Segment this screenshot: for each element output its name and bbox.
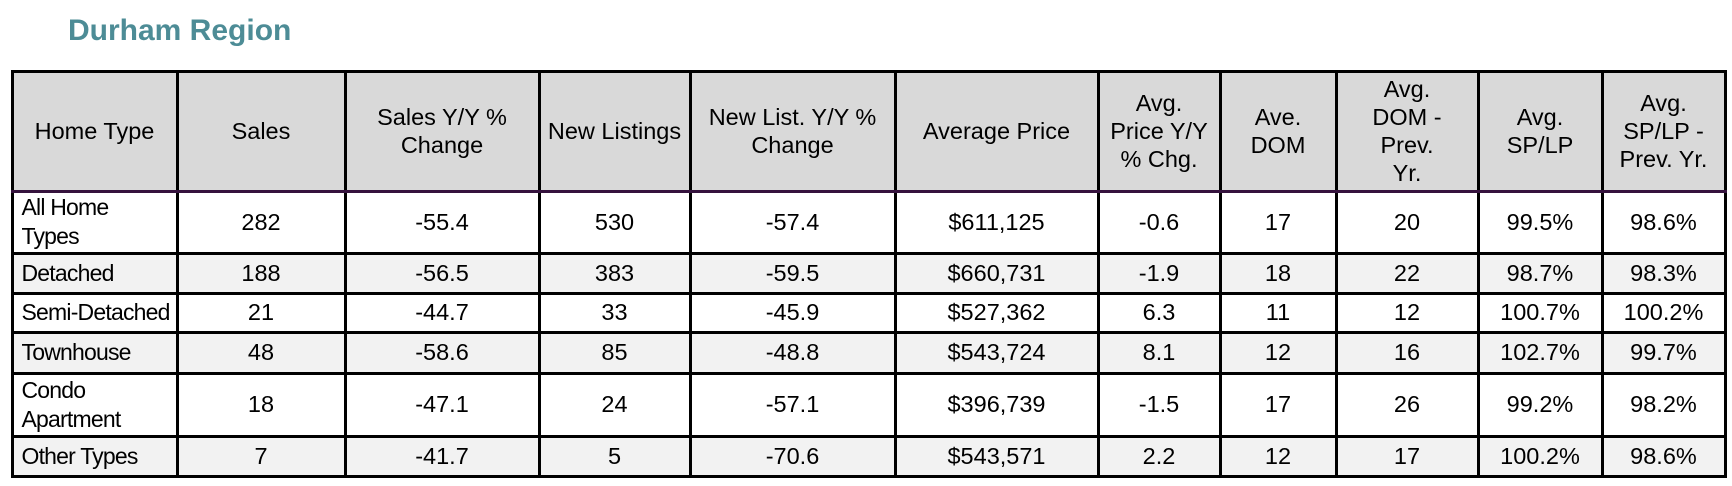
table-cell: 17 — [1218, 371, 1338, 438]
table-cell: 7 — [175, 434, 347, 478]
table-cell: 98.7% — [1476, 251, 1604, 295]
column-header-avg-dom-prev-yr: Avg. DOM - Prev. Yr. — [1334, 69, 1480, 193]
table-cell: 100.7% — [1476, 291, 1604, 334]
table-cell: -57.1 — [688, 371, 897, 438]
row-label-cell: Semi-Detached — [10, 291, 179, 334]
table-cell: 17 — [1218, 189, 1338, 255]
table-cell: $396,739 — [893, 371, 1100, 438]
table-cell: -70.6 — [688, 434, 897, 478]
table-cell: $611,125 — [893, 189, 1100, 255]
table-cell: 16 — [1334, 330, 1480, 375]
column-header-new-list-yy-change: New List. Y/Y % Change — [688, 69, 897, 193]
table-cell: 5 — [537, 434, 692, 478]
table-cell: -48.8 — [688, 330, 897, 375]
column-header-average-price: Average Price — [893, 69, 1100, 193]
market-stats-table: Home Type Sales Sales Y/Y % Change New L… — [10, 69, 1727, 478]
table-cell: $543,571 — [893, 434, 1100, 478]
table-cell: 24 — [537, 371, 692, 438]
table-cell: 22 — [1334, 251, 1480, 295]
table-cell: 11 — [1218, 291, 1338, 334]
table-cell: -1.5 — [1096, 371, 1222, 438]
row-label-cell: Detached — [10, 251, 179, 295]
table-cell: 18 — [1218, 251, 1338, 295]
table-cell: -44.7 — [343, 291, 541, 334]
table-cell: 383 — [537, 251, 692, 295]
table-cell: 102.7% — [1476, 330, 1604, 375]
table-cell: 530 — [537, 189, 692, 255]
table-cell: 18 — [175, 371, 347, 438]
table-cell: 98.6% — [1600, 189, 1727, 255]
table-cell: 99.7% — [1600, 330, 1727, 375]
table-cell: -56.5 — [343, 251, 541, 295]
table-cell: -45.9 — [688, 291, 897, 334]
table-cell: 48 — [175, 330, 347, 375]
table-cell: 98.3% — [1600, 251, 1727, 295]
table-cell: -58.6 — [343, 330, 541, 375]
table-cell: 99.5% — [1476, 189, 1604, 255]
table-cell: $660,731 — [893, 251, 1100, 295]
table-cell: -47.1 — [343, 371, 541, 438]
table-cell: 6.3 — [1096, 291, 1222, 334]
table-cell: 100.2% — [1476, 434, 1604, 478]
table-cell: 33 — [537, 291, 692, 334]
table-row-townhouse: Townhouse 48 -58.6 85 -48.8 $543,724 8.1… — [10, 330, 1727, 375]
table-row-detached: Detached 188 -56.5 383 -59.5 $660,731 -1… — [10, 251, 1727, 295]
table-row-condo-apartment: Condo Apartment 18 -47.1 24 -57.1 $396,7… — [10, 371, 1727, 438]
column-header-avg-sp-lp: Avg. SP/LP — [1476, 69, 1604, 193]
table-cell: 85 — [537, 330, 692, 375]
table-cell: -0.6 — [1096, 189, 1222, 255]
row-label-cell: Other Types — [10, 434, 179, 478]
table-row-other-types: Other Types 7 -41.7 5 -70.6 $543,571 2.2… — [10, 434, 1727, 478]
table-cell: -55.4 — [343, 189, 541, 255]
table-cell: -1.9 — [1096, 251, 1222, 295]
table-cell: 20 — [1334, 189, 1480, 255]
table-cell: -41.7 — [343, 434, 541, 478]
page-title: Durham Region — [68, 14, 292, 47]
table-cell: 21 — [175, 291, 347, 334]
column-header-ave-dom: Ave. DOM — [1218, 69, 1338, 193]
table-cell: 98.2% — [1600, 371, 1727, 438]
table-cell: 8.1 — [1096, 330, 1222, 375]
row-label-cell: Townhouse — [10, 330, 179, 375]
table-cell: 12 — [1218, 434, 1338, 478]
table-cell: 100.2% — [1600, 291, 1727, 334]
table-cell: 282 — [175, 189, 347, 255]
header-row: Home Type Sales Sales Y/Y % Change New L… — [10, 69, 1727, 193]
table-cell: 99.2% — [1476, 371, 1604, 438]
table-cell: 17 — [1334, 434, 1480, 478]
row-label-cell: Condo Apartment — [10, 371, 179, 438]
table-row-all-home-types: All Home Types 282 -55.4 530 -57.4 $611,… — [10, 189, 1727, 255]
table-row-semi-detached: Semi-Detached 21 -44.7 33 -45.9 $527,362… — [10, 291, 1727, 334]
table-cell: -59.5 — [688, 251, 897, 295]
table-cell: 98.6% — [1600, 434, 1727, 478]
column-header-avg-sp-lp-prev-yr: Avg. SP/LP - Prev. Yr. — [1600, 69, 1727, 193]
column-header-avg-price-yy-chg: Avg. Price Y/Y % Chg. — [1096, 69, 1222, 193]
column-header-sales: Sales — [175, 69, 347, 193]
column-header-home-type: Home Type — [10, 69, 179, 193]
table-cell: 188 — [175, 251, 347, 295]
table-cell: 12 — [1218, 330, 1338, 375]
table-cell: 26 — [1334, 371, 1480, 438]
column-header-sales-yy-change: Sales Y/Y % Change — [343, 69, 541, 193]
table-cell: 2.2 — [1096, 434, 1222, 478]
table-cell: $527,362 — [893, 291, 1100, 334]
row-label-cell: All Home Types — [10, 189, 179, 255]
table-cell: 12 — [1334, 291, 1480, 334]
table-cell: -57.4 — [688, 189, 897, 255]
table-cell: $543,724 — [893, 330, 1100, 375]
column-header-new-listings: New Listings — [537, 69, 692, 193]
